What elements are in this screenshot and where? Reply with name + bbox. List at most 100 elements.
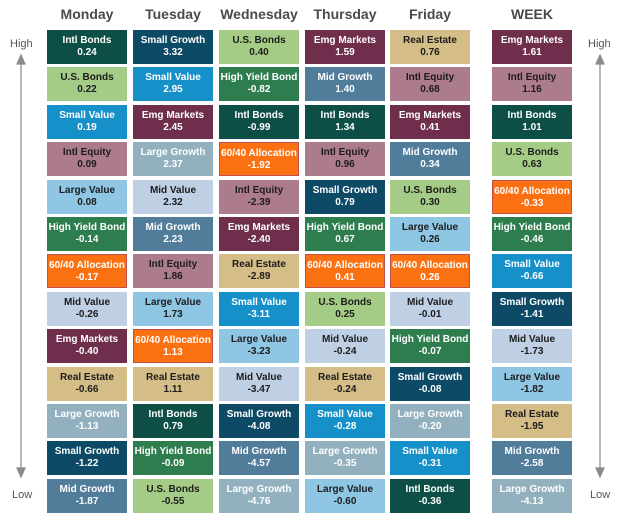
left-arrow-up-head	[16, 53, 26, 65]
low-label-left: Low	[12, 489, 33, 501]
cell-value-label: -1.82	[520, 383, 544, 395]
table-cell: Intl Equity 0.09	[47, 142, 127, 177]
cell-value-label: 1.59	[335, 47, 355, 58]
cell-asset-label: Large Value	[144, 296, 202, 308]
cell-asset-label: Real Estate	[318, 371, 372, 383]
cell-asset-label: Real Estate	[403, 35, 457, 46]
cell-value-label: -0.01	[418, 308, 442, 320]
cell-value-label: 1.16	[522, 84, 542, 96]
table-cell: Large Growth 2.37	[133, 142, 213, 177]
cell-asset-label: Mid Value	[63, 296, 111, 308]
cell-value-label: 1.86	[163, 271, 183, 283]
cell-value-label: -4.08	[247, 421, 271, 432]
cell-value-label: 0.96	[335, 159, 355, 171]
table-cell: Intl Bonds 1.01	[492, 104, 572, 139]
cell-asset-label: Small Value	[504, 259, 560, 271]
cell-asset-label: Mid Value	[508, 334, 556, 346]
table-cell: Small Growth -1.41	[492, 291, 572, 326]
table-cell: 60/40 Allocation 0.41	[305, 254, 385, 289]
cell-asset-label: U.S. Bonds	[505, 147, 559, 159]
cell-value-label: -2.58	[520, 458, 544, 470]
column-header: Tuesday	[145, 6, 201, 22]
cell-asset-label: Small Value	[59, 109, 115, 121]
table-cell: U.S. Bonds 0.22	[47, 67, 127, 102]
table-cell: U.S. Bonds 0.63	[492, 142, 572, 177]
cell-asset-label: 60/40 Allocation	[221, 148, 297, 160]
table-cell: Mid Growth -1.87	[47, 478, 127, 513]
table-cell: Large Growth -0.35	[305, 441, 385, 476]
cell-asset-label: Small Growth	[54, 446, 120, 458]
cell-asset-label: 60/40 Allocation	[135, 335, 211, 347]
table-cell: Mid Growth 1.40	[305, 67, 385, 102]
cell-asset-label: Small Growth	[397, 371, 463, 383]
cell-asset-label: 60/40 Allocation	[307, 260, 383, 272]
cell-asset-label: Small Growth	[140, 35, 206, 46]
cell-value-label: -0.28	[333, 421, 357, 432]
cell-asset-label: Mid Growth	[231, 446, 287, 458]
cell-value-label: 0.26	[420, 234, 440, 245]
cell-value-label: -0.40	[75, 346, 99, 358]
cell-value-label: -4.76	[247, 495, 271, 507]
cell-value-label: 1.40	[335, 84, 355, 96]
table-cell: Small Growth -0.08	[390, 366, 470, 401]
table-cell: Mid Growth 0.34	[390, 142, 470, 177]
cell-asset-label: Mid Value	[321, 334, 369, 346]
cell-value-label: -0.33	[520, 197, 544, 209]
cell-asset-label: Mid Growth	[504, 446, 560, 458]
cell-value-label: -0.82	[247, 84, 271, 96]
table-cell: Intl Equity -2.39	[219, 179, 299, 214]
right-arrow-up-head	[595, 53, 605, 65]
cell-asset-label: Emg Markets	[55, 334, 119, 346]
table-cell: Small Value -0.31	[390, 441, 470, 476]
cell-asset-label: Emg Markets	[313, 35, 377, 46]
cell-asset-label: 60/40 Allocation	[494, 185, 570, 197]
table-cell: Mid Growth 2.23	[133, 217, 213, 251]
cell-value-label: 0.09	[77, 159, 97, 171]
cell-value-label: 2.32	[163, 196, 183, 208]
table-cell: Small Value 2.95	[133, 67, 213, 102]
cell-asset-label: High Yield Bond	[306, 222, 384, 233]
table-cell: U.S. Bonds -0.55	[133, 478, 213, 513]
cell-asset-label: Intl Bonds	[62, 35, 112, 46]
cell-asset-label: 60/40 Allocation	[49, 260, 125, 272]
table-cell: Mid Value -1.73	[492, 329, 572, 364]
cell-asset-label: Mid Growth	[145, 222, 201, 233]
cell-value-label: -4.13	[520, 495, 544, 507]
cell-asset-label: Large Value	[316, 483, 374, 495]
cell-asset-label: Large Value	[58, 184, 116, 196]
table-cell: 60/40 Allocation -1.92	[219, 142, 299, 177]
table-cell: High Yield Bond -0.07	[390, 329, 470, 364]
cell-value-label: -0.24	[333, 346, 357, 358]
table-cell: Small Value -0.66	[492, 254, 572, 289]
table-cell: Large Growth -4.13	[492, 478, 572, 513]
table-cell: Large Growth -0.20	[390, 404, 470, 438]
cell-value-label: 0.41	[420, 121, 440, 133]
cell-value-label: 0.63	[522, 159, 542, 171]
cell-asset-label: Mid Growth	[402, 147, 458, 159]
cell-asset-label: U.S. Bonds	[318, 296, 372, 308]
cell-value-label: -0.20	[418, 421, 442, 432]
table-cell: Large Value -3.23	[219, 329, 299, 364]
cell-value-label: 0.08	[77, 196, 97, 208]
cell-asset-label: U.S. Bonds	[60, 72, 114, 84]
cell-asset-label: Small Value	[231, 296, 287, 308]
cell-value-label: 0.34	[420, 159, 440, 171]
cell-asset-label: Small Value	[402, 446, 458, 458]
table-cell: Small Growth -1.22	[47, 441, 127, 476]
table-cell: Intl Bonds 1.34	[305, 104, 385, 139]
cell-asset-label: Intl Bonds	[507, 109, 557, 121]
cell-value-label: 1.01	[522, 121, 542, 133]
table-cell: Intl Bonds 0.24	[47, 30, 127, 64]
cell-value-label: 0.79	[163, 421, 183, 432]
table-cell: Real Estate -0.66	[47, 366, 127, 401]
cell-asset-label: Large Growth	[54, 409, 120, 420]
table-cell: Mid Value 2.32	[133, 179, 213, 214]
cell-value-label: 1.34	[335, 121, 355, 133]
table-cell: Emg Markets 1.59	[305, 30, 385, 64]
cell-value-label: 0.24	[77, 47, 97, 58]
table-cell: Small Growth 0.79	[305, 179, 385, 214]
cell-asset-label: Emg Markets	[141, 109, 205, 121]
high-label-right: High	[588, 38, 611, 50]
cell-value-label: -3.23	[247, 346, 271, 358]
cell-value-label: 3.32	[163, 47, 183, 58]
